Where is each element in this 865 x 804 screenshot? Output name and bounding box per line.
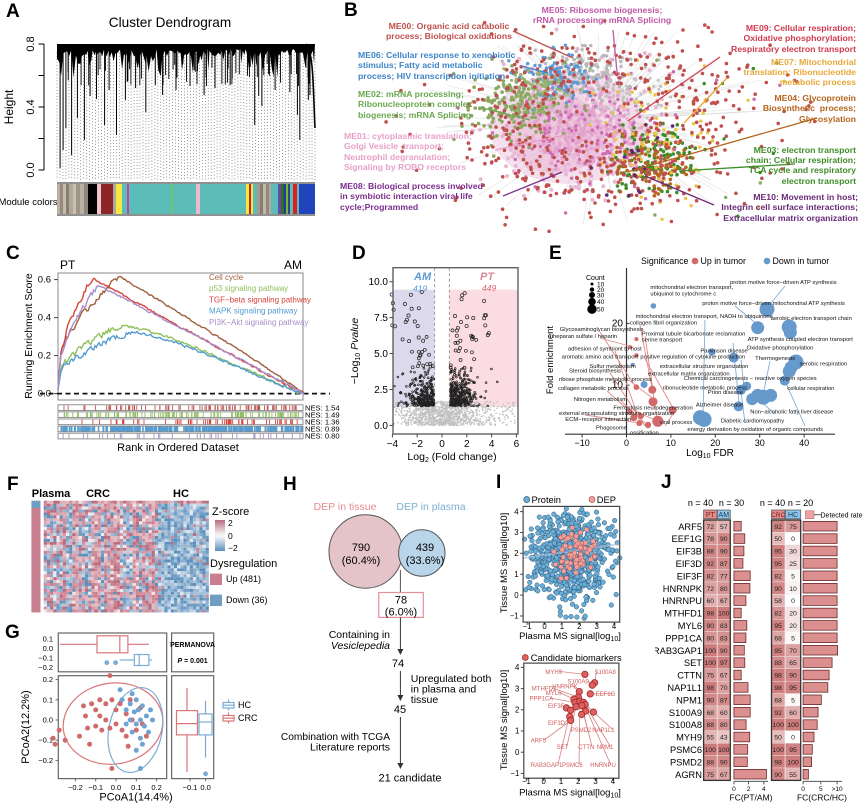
- svg-text:Cell cycle: Cell cycle: [209, 273, 244, 282]
- svg-text:PT: PT: [60, 258, 76, 272]
- svg-text:NES: 1.54: NES: 1.54: [305, 403, 340, 412]
- svg-text:Rank in Ordered Dataset: Rank in Ordered Dataset: [117, 442, 239, 454]
- svg-text:0.4: 0.4: [38, 313, 51, 324]
- svg-text:PI3K−Akt signaling pathway: PI3K−Akt signaling pathway: [209, 318, 308, 327]
- svg-text:0.8: 0.8: [25, 36, 37, 51]
- svg-text:NES: 0.89: NES: 0.89: [305, 425, 340, 434]
- svg-text:Module colors: Module colors: [0, 197, 58, 208]
- svg-text:NES: 1.36: NES: 1.36: [305, 418, 340, 427]
- svg-text:0.2: 0.2: [38, 351, 51, 362]
- svg-text:MAPK signaling pathway: MAPK signaling pathway: [209, 307, 298, 316]
- svg-text:AM: AM: [284, 258, 302, 272]
- svg-text:TGF−beta signaling pathway: TGF−beta signaling pathway: [209, 295, 311, 304]
- svg-text:0.0: 0.0: [25, 162, 37, 177]
- svg-text:NES: 1.49: NES: 1.49: [305, 410, 340, 419]
- svg-text:Running Enrichment Score: Running Enrichment Score: [23, 273, 35, 399]
- svg-text:NES: 0.80: NES: 0.80: [305, 432, 340, 441]
- svg-text:0.6: 0.6: [38, 275, 51, 286]
- svg-text:Height: Height: [2, 89, 16, 124]
- svg-text:p53 signaling pathway: p53 signaling pathway: [209, 284, 288, 293]
- svg-text:0.4: 0.4: [25, 99, 37, 114]
- svg-text:Cluster Dendrogram: Cluster Dendrogram: [109, 15, 231, 30]
